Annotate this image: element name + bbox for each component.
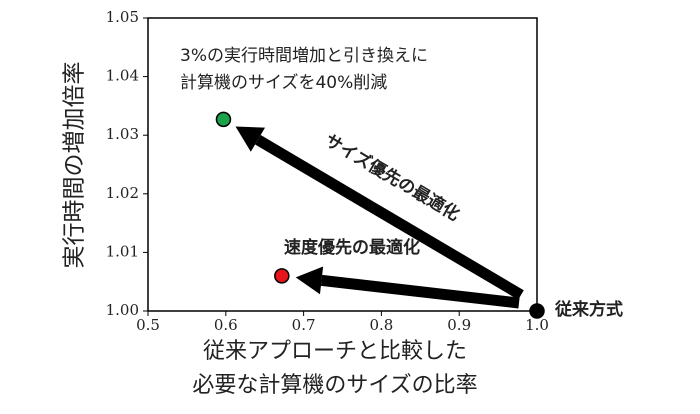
y-axis-label: 実行時間の増加倍率 xyxy=(62,62,88,269)
annotation: 3%の実行時間増加と引き換えに xyxy=(180,46,428,66)
y-tick-label: 1.01 xyxy=(106,242,139,260)
point-label: サイズ優先の最適化 xyxy=(321,130,463,225)
point-label: 速度優先の最適化 xyxy=(284,237,420,258)
arrow-head xyxy=(295,266,324,295)
y-tick-label: 1.02 xyxy=(106,184,139,202)
x-tick-label: 0.9 xyxy=(447,316,471,334)
y-tick-label: 1.05 xyxy=(106,8,139,26)
point xyxy=(215,111,232,128)
arrow-head xyxy=(235,126,266,152)
x-tick-label: 0.6 xyxy=(214,316,238,334)
point xyxy=(529,303,545,319)
arrow-shaft xyxy=(320,274,520,309)
arrow-shaft xyxy=(255,134,524,300)
point xyxy=(274,268,290,284)
y-tick-label: 1.04 xyxy=(106,67,139,85)
point-label: 従来方式 xyxy=(554,299,623,320)
x-axis-label: 必要な計算機のサイズの比率 xyxy=(192,373,477,398)
x-tick-label: 1.0 xyxy=(525,316,549,334)
x-tick-label: 0.8 xyxy=(369,316,393,334)
x-axis-label: 従来アプローチと比較した xyxy=(203,339,467,364)
x-tick-label: 0.7 xyxy=(292,316,316,334)
annotation: 計算機のサイズを40%削減 xyxy=(180,73,387,93)
x-tick-label: 0.5 xyxy=(136,316,160,334)
y-tick-label: 1.00 xyxy=(106,301,139,319)
y-tick-label: 1.03 xyxy=(106,125,139,143)
plot-frame xyxy=(147,17,538,312)
